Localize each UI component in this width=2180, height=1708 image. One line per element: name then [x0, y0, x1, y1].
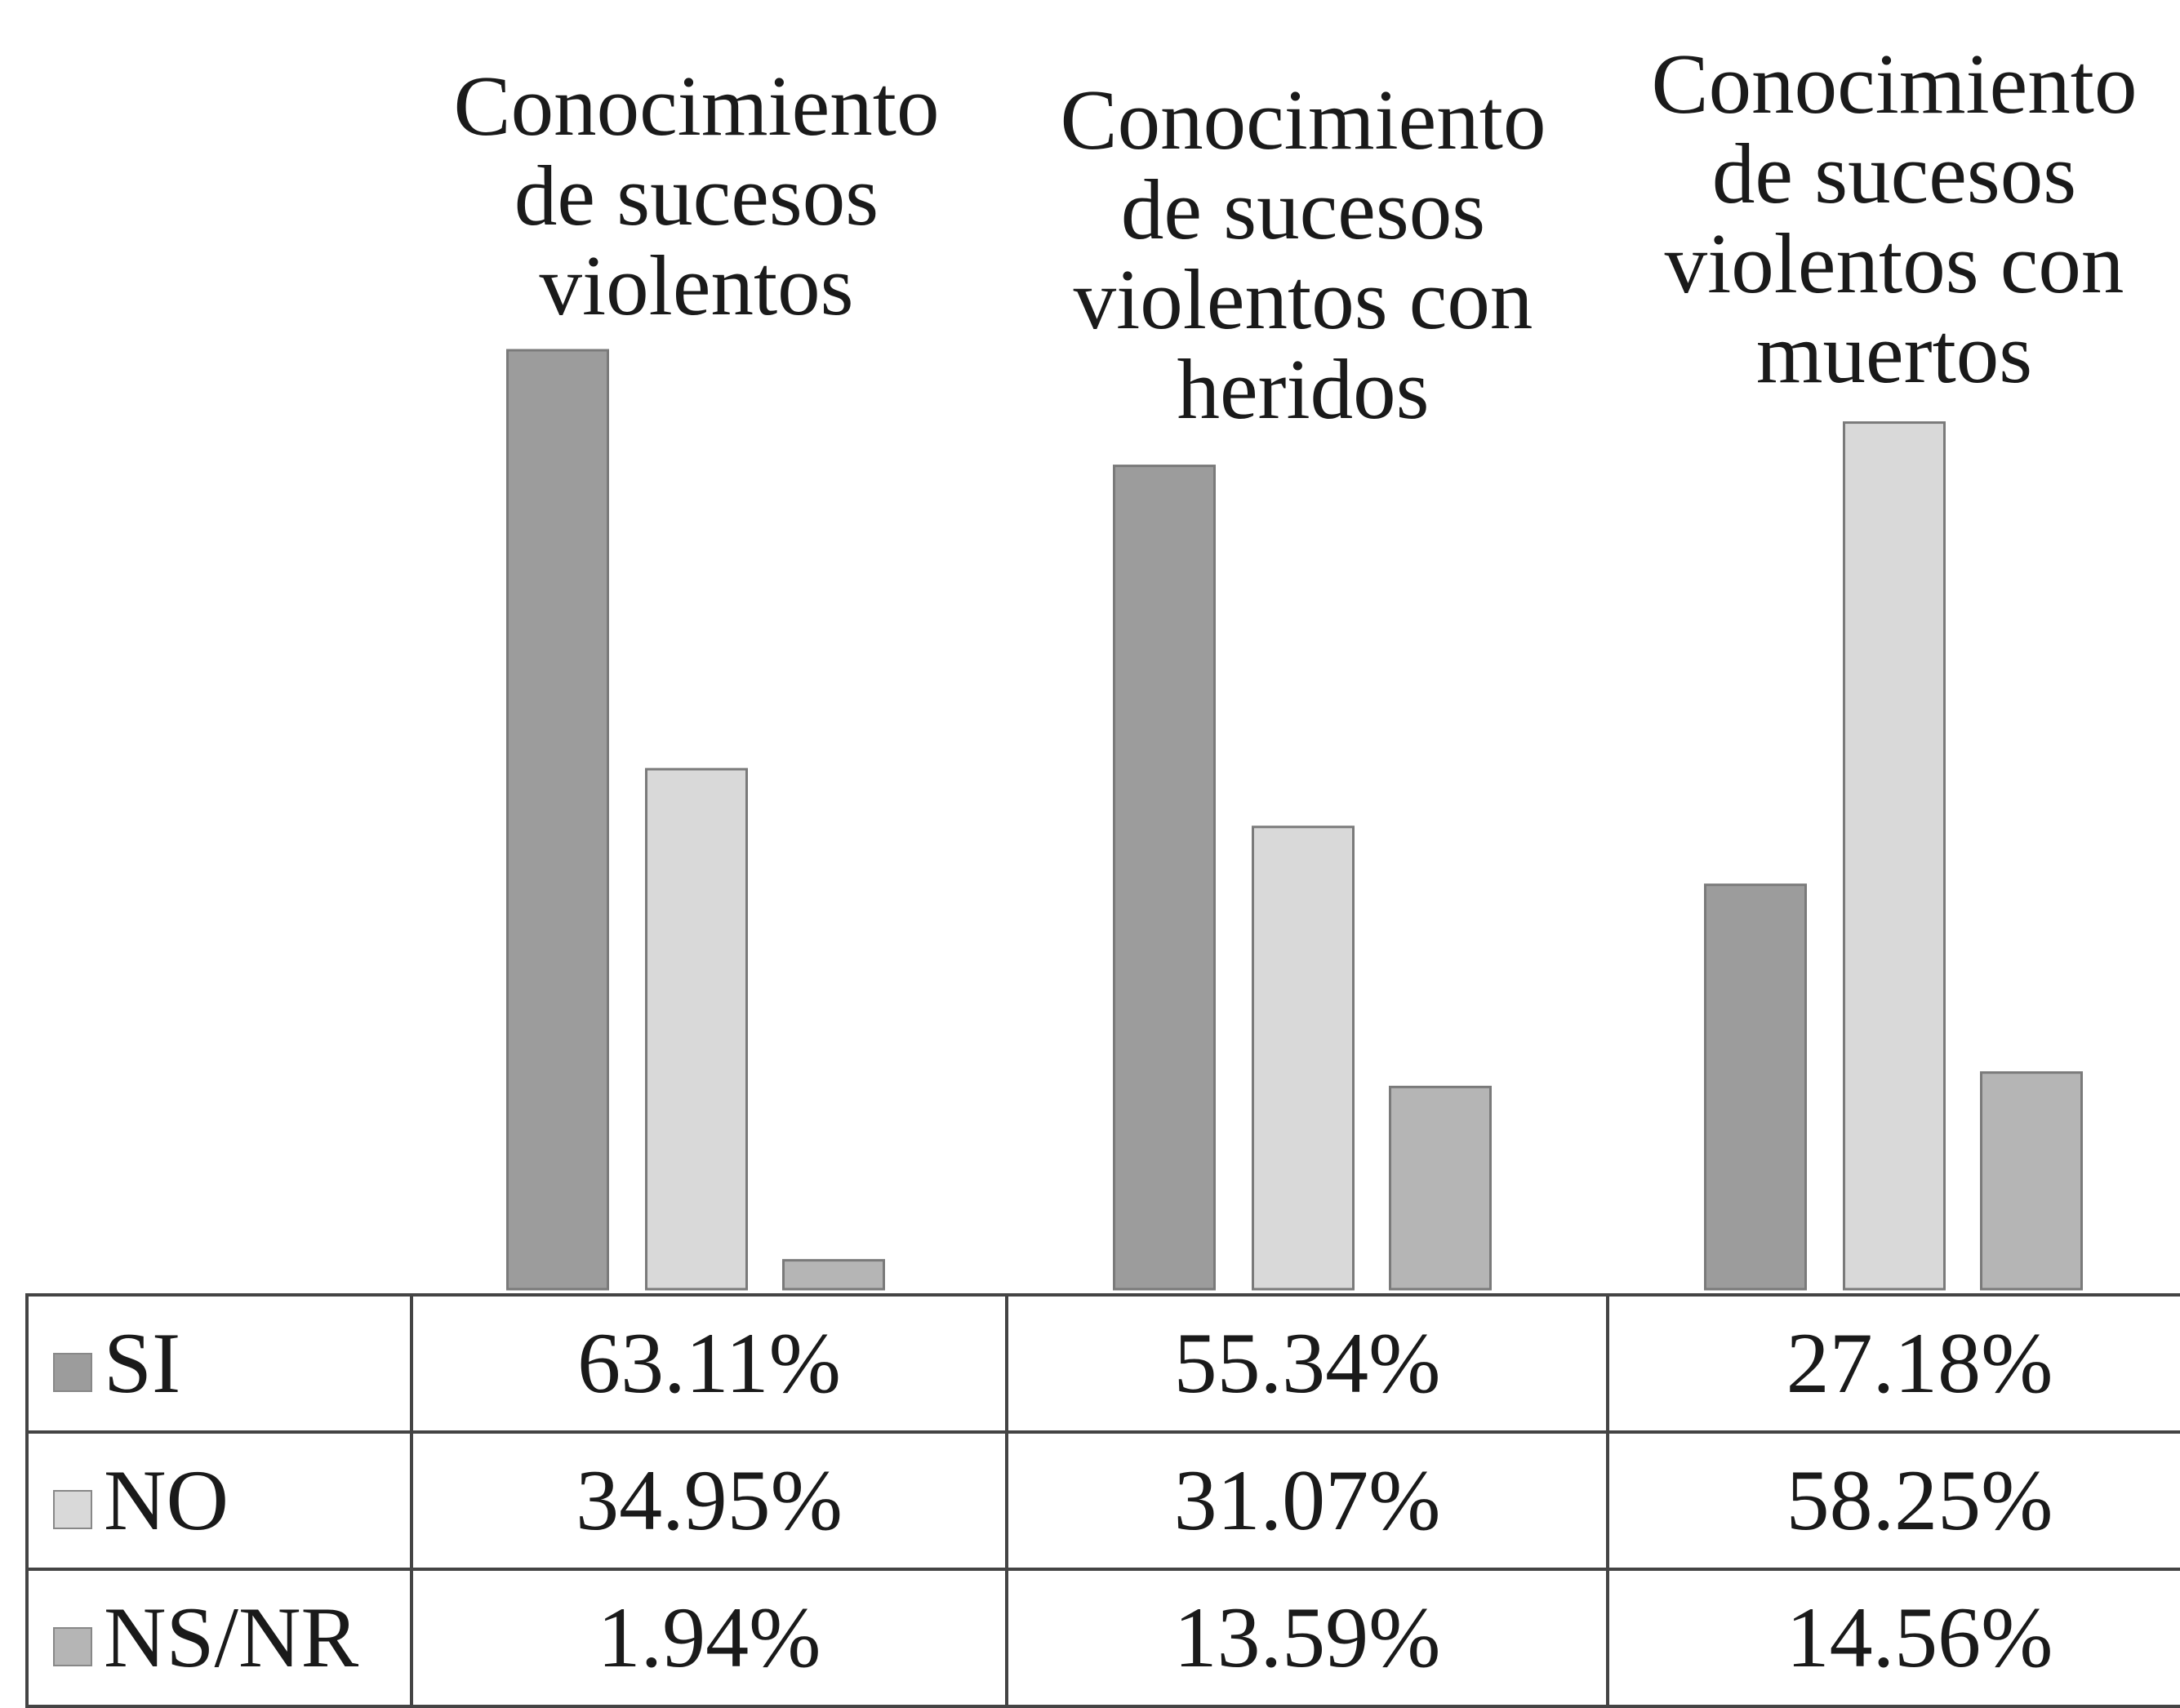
legend-cell: NS/NR: [25, 1568, 413, 1708]
table-row: NO 34.95% 31.07% 58.25%: [25, 1430, 2180, 1571]
bar: [645, 767, 748, 1291]
data-table: SI 63.11% 55.34% 27.18% NO 34.95% 31.07% 58.25%…: [25, 1293, 2180, 1708]
legend-swatch: [53, 1489, 92, 1529]
legend-swatch: [53, 1352, 92, 1392]
table-row: SI 63.11% 55.34% 27.18%: [25, 1293, 2180, 1434]
bar: [506, 349, 609, 1291]
bar: [1980, 1071, 2083, 1291]
value-cell: 58.25%: [1606, 1430, 2180, 1571]
table-row: NS/NR 1.94% 13.59% 14.56%: [25, 1568, 2180, 1708]
value-cell: 31.07%: [1005, 1430, 1609, 1571]
value-cell: 34.95%: [410, 1430, 1008, 1571]
value-cell: 63.11%: [410, 1293, 1008, 1434]
value-cell: 13.59%: [1005, 1568, 1609, 1708]
category-label: Conocimiento de sucesos violentos con he…: [1060, 72, 1546, 437]
category-label: Conocimiento de sucesos violentos: [453, 58, 940, 333]
category-label: Conocimiento de sucesos violentos con mu…: [1651, 36, 2138, 401]
chart: [506, 349, 2083, 1291]
bar: [782, 1259, 885, 1291]
value-cell: 27.18%: [1606, 1293, 2180, 1434]
bar: [1704, 883, 1807, 1291]
value-cell: 55.34%: [1005, 1293, 1609, 1434]
bar: [1113, 465, 1216, 1291]
bar: [1389, 1085, 1492, 1291]
legend-label: SI: [104, 1315, 181, 1411]
value-cell: 1.94%: [410, 1568, 1008, 1708]
legend-label: NS/NR: [104, 1590, 359, 1685]
legend-label: NO: [104, 1452, 229, 1548]
legend-cell: SI: [25, 1293, 413, 1434]
legend-swatch: [53, 1626, 92, 1666]
value-cell: 14.56%: [1606, 1568, 2180, 1708]
bar: [1843, 421, 1946, 1291]
legend-cell: NO: [25, 1430, 413, 1571]
bar: [1252, 825, 1355, 1291]
